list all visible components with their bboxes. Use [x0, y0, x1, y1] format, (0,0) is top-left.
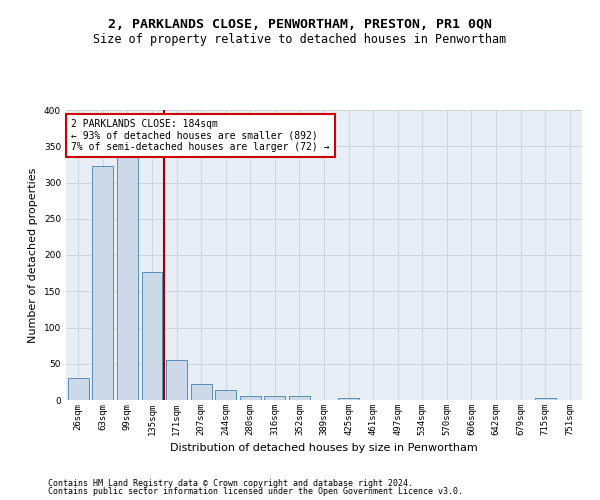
Bar [338, 398, 359, 400]
Bar [535, 398, 556, 400]
Text: Contains public sector information licensed under the Open Government Licence v3: Contains public sector information licen… [48, 487, 463, 496]
Bar [265, 396, 286, 400]
Bar [68, 378, 89, 400]
Text: 2, PARKLANDS CLOSE, PENWORTHAM, PRESTON, PR1 0QN: 2, PARKLANDS CLOSE, PENWORTHAM, PRESTON,… [108, 18, 492, 30]
Text: Size of property relative to detached houses in Penwortham: Size of property relative to detached ho… [94, 32, 506, 46]
Bar [215, 390, 236, 400]
Y-axis label: Number of detached properties: Number of detached properties [28, 168, 38, 342]
X-axis label: Distribution of detached houses by size in Penwortham: Distribution of detached houses by size … [170, 444, 478, 454]
Bar [92, 166, 113, 400]
Bar [240, 396, 261, 400]
Text: 2 PARKLANDS CLOSE: 184sqm
← 93% of detached houses are smaller (892)
7% of semi-: 2 PARKLANDS CLOSE: 184sqm ← 93% of detac… [71, 118, 329, 152]
Text: Contains HM Land Registry data © Crown copyright and database right 2024.: Contains HM Land Registry data © Crown c… [48, 478, 413, 488]
Bar [166, 360, 187, 400]
Bar [289, 396, 310, 400]
Bar [117, 157, 138, 400]
Bar [142, 272, 163, 400]
Bar [191, 384, 212, 400]
